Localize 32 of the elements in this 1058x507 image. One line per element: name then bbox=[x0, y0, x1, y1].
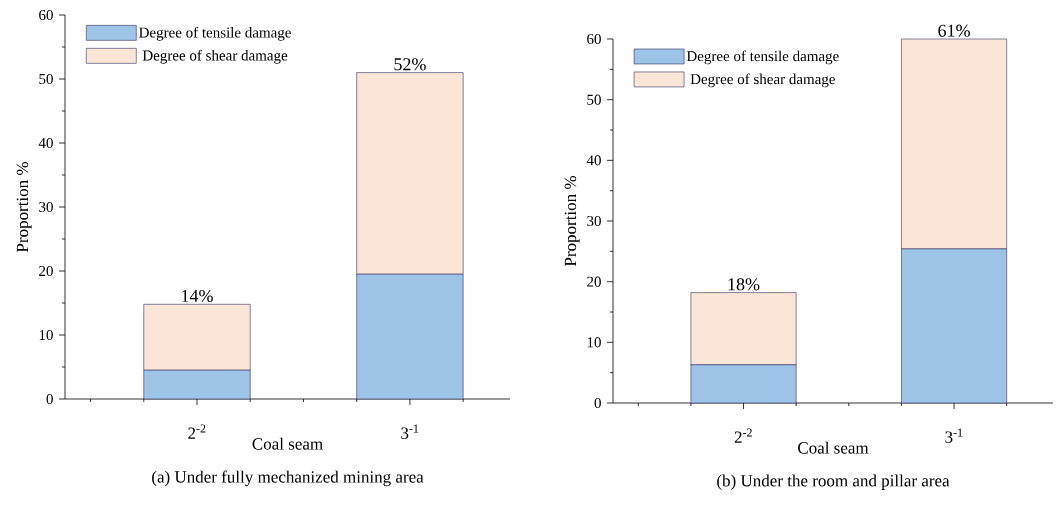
legend-label: Degree of shear damage bbox=[690, 73, 835, 88]
x-tick-label: 3$^{-1}$ bbox=[401, 424, 419, 439]
y-tick-label: 50 bbox=[39, 73, 53, 85]
legend-label: Degree of shear damage bbox=[142, 49, 288, 64]
x-tick-label: 2$^{-2}$ bbox=[188, 424, 206, 439]
total-label: 18% bbox=[728, 278, 760, 291]
y-axis-title: Proportion % bbox=[564, 176, 580, 267]
y-tick-label: 30 bbox=[587, 215, 601, 227]
x-tick-label: 3$^{-1}$ bbox=[945, 428, 963, 443]
y-tick-label: 0 bbox=[46, 393, 53, 405]
y-tick-label: 10 bbox=[39, 329, 53, 341]
text: (b) Under the room and pillar area bbox=[717, 474, 950, 490]
total-label: 14% bbox=[182, 289, 213, 303]
x-tick-label: 2$^{-2}$ bbox=[734, 428, 752, 443]
y-tick-label: 50 bbox=[587, 94, 601, 105]
y-tick-label: 10 bbox=[587, 337, 601, 348]
total-label: 52% bbox=[394, 58, 426, 71]
x-axis-title: Coal seam bbox=[252, 437, 323, 450]
y-tick-label: 30 bbox=[39, 201, 53, 213]
x-axis-title: Coal seam bbox=[798, 441, 869, 454]
legend-label: Degree of tensile damage bbox=[139, 26, 291, 41]
y-tick-label: 20 bbox=[39, 265, 53, 277]
y-tick-label: 60 bbox=[587, 33, 601, 45]
legend-label: Degree of tensile damage bbox=[686, 50, 839, 65]
y-tick-label: 20 bbox=[587, 276, 601, 287]
y-tick-label: 0 bbox=[594, 397, 601, 409]
y-tick-label: 40 bbox=[38, 137, 53, 149]
text: (a) Under fully mechanized mining area bbox=[152, 470, 424, 487]
total-label: 61% bbox=[938, 24, 970, 37]
y-axis-title: Proportion % bbox=[16, 162, 32, 253]
y-tick-label: 40 bbox=[586, 155, 601, 166]
y-tick-label: 60 bbox=[39, 9, 53, 21]
